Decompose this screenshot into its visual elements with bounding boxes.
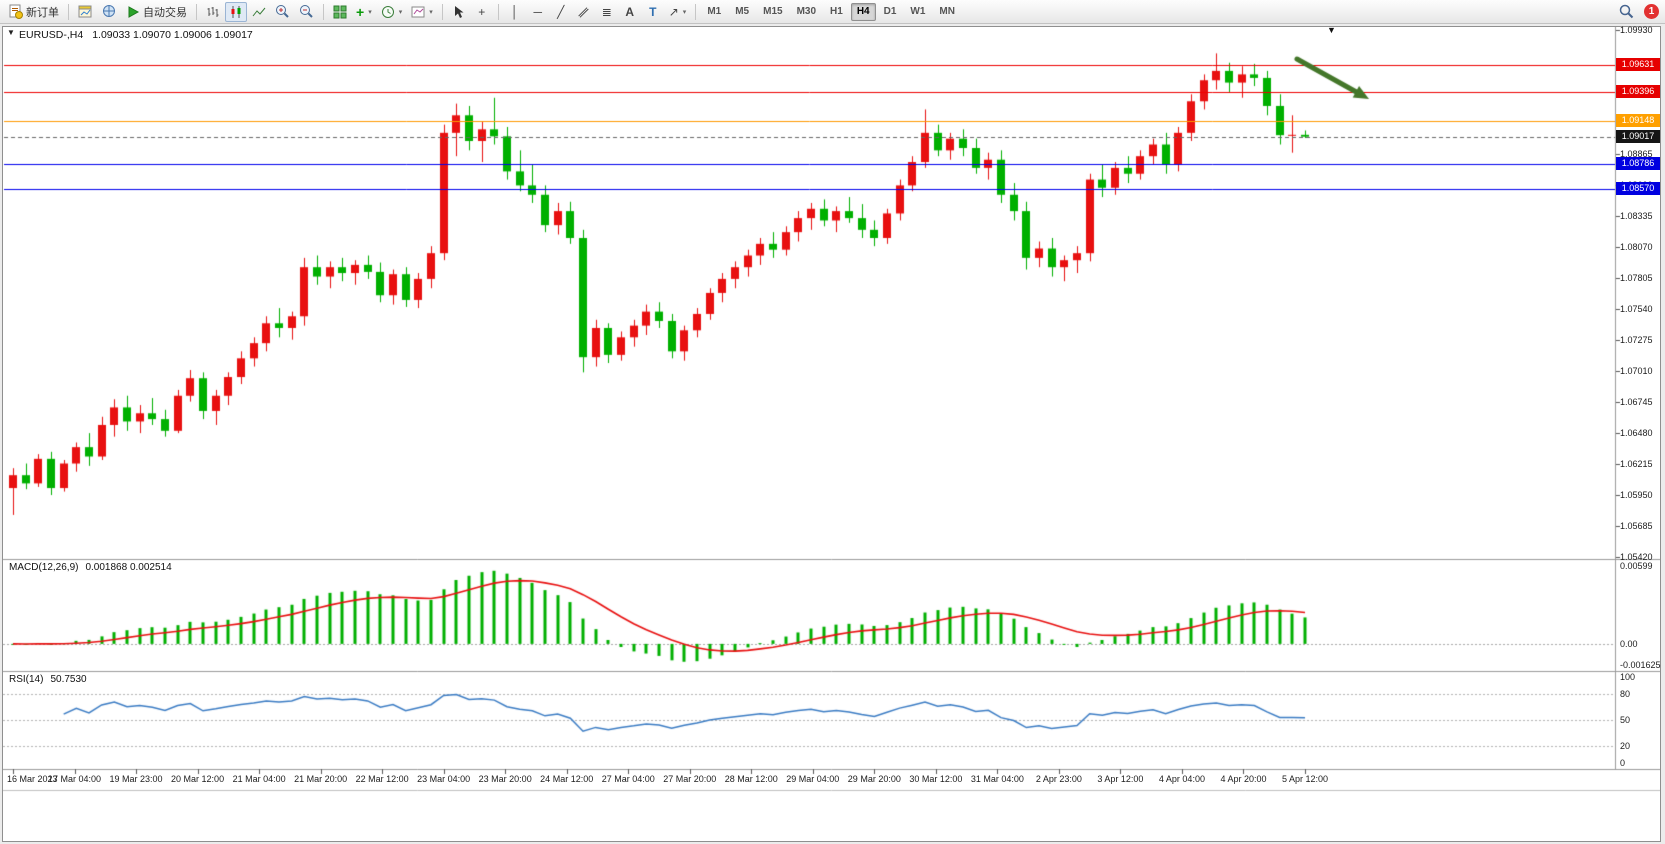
- horizontal-line-icon: ─: [533, 4, 542, 19]
- channel-icon: ∥: [576, 4, 591, 19]
- text-button[interactable]: A: [619, 2, 641, 22]
- periods-button[interactable]: ▾: [377, 2, 407, 22]
- autotrading-play-icon: [128, 5, 140, 18]
- chart-window: ▼ ▼ EURUSD-,H4 1.09033 1.09070 1.09006 1…: [2, 25, 1661, 842]
- indicators-icon: +: [356, 3, 365, 20]
- toolbar: 新订单 自动交易: [0, 0, 1665, 24]
- chevron-down-icon: ▾: [429, 8, 433, 16]
- zoom-out-icon: [300, 5, 313, 18]
- candlestick-chart-button[interactable]: [225, 1, 247, 22]
- fibonacci-button[interactable]: ≣: [596, 2, 618, 22]
- vertical-line-icon: │: [510, 4, 519, 19]
- timeframe-button-mn[interactable]: MN: [933, 3, 961, 21]
- line-chart-icon: [252, 7, 266, 16]
- toolbar-right-group: 1: [1615, 2, 1661, 22]
- horizontal-line-button[interactable]: ─: [527, 2, 549, 22]
- new-order-icon: [9, 4, 23, 19]
- equidistant-channel-button[interactable]: ∥: [573, 2, 595, 22]
- search-icon: [1619, 4, 1634, 19]
- timeframe-button-m5[interactable]: M5: [729, 3, 755, 21]
- toolbar-separator: [68, 3, 69, 20]
- autotrading-button[interactable]: 自动交易: [122, 2, 191, 22]
- vertical-line-button[interactable]: │: [504, 2, 526, 22]
- chart-ohlc-values: 1.09033 1.09070 1.09006 1.09017: [92, 29, 253, 41]
- timeframe-button-h4[interactable]: H4: [850, 2, 876, 21]
- fibonacci-icon: ≣: [601, 4, 612, 19]
- chevron-down-icon: ▾: [398, 8, 403, 16]
- cursor-icon: [455, 5, 464, 18]
- template-icon: [411, 6, 425, 17]
- timeframe-group: M1 M5 M15 M30 H1 H4 D1 W1 MN: [701, 2, 961, 21]
- timeframe-button-m15[interactable]: M15: [757, 3, 788, 21]
- rsi-name: RSI(14): [9, 674, 44, 685]
- chart-collapse-icon[interactable]: ▼: [7, 28, 15, 37]
- trendline-icon: ╱: [557, 4, 565, 19]
- bar-chart-button[interactable]: [202, 2, 224, 22]
- tile-windows-button[interactable]: [329, 2, 351, 22]
- toolbar-separator: [323, 3, 324, 20]
- toolbar-separator: [497, 3, 499, 20]
- text-label-button[interactable]: T: [642, 2, 664, 22]
- chart-symbol-label: EURUSD-,H4: [19, 29, 84, 41]
- profiles-button[interactable]: [98, 2, 121, 22]
- toolbar-separator: [196, 3, 197, 20]
- rsi-value: 50.7530: [50, 674, 87, 685]
- arrows-tool-icon: ↗: [668, 4, 679, 19]
- timeframe-button-d1[interactable]: D1: [878, 3, 903, 21]
- line-chart-button[interactable]: [248, 2, 270, 22]
- toolbar-separator: [441, 3, 443, 20]
- clock-icon: [381, 5, 394, 18]
- new-order-label: 新订单: [26, 6, 59, 19]
- notification-badge[interactable]: 1: [1644, 4, 1659, 19]
- trendline-button[interactable]: ╱: [550, 2, 572, 22]
- timeframe-button-m1[interactable]: M1: [701, 3, 727, 21]
- chart-title: EURUSD-,H4 1.09033 1.09070 1.09006 1.090…: [19, 29, 253, 41]
- chevron-down-icon: ▾: [368, 8, 372, 16]
- zoom-in-button[interactable]: [271, 2, 294, 22]
- macd-indicator-label: MACD(12,26,9) 0.001868 0.002514: [9, 562, 172, 573]
- timeframe-button-w1[interactable]: W1: [904, 3, 931, 21]
- chevron-down-icon: ▾: [682, 8, 687, 16]
- bar-chart-icon: [207, 6, 219, 17]
- crosshair-button[interactable]: +: [471, 2, 493, 22]
- macd-values: 0.001868 0.002514: [85, 562, 172, 573]
- toolbar-separator: [695, 3, 697, 20]
- zoom-out-button[interactable]: [295, 2, 318, 22]
- autotrading-label: 自动交易: [143, 6, 187, 19]
- tile-windows-icon: [333, 5, 347, 18]
- candlestick-chart-icon: [231, 5, 241, 18]
- text-tool-icon: A: [625, 4, 635, 19]
- search-button[interactable]: [1615, 2, 1638, 22]
- new-chart-icon: [78, 5, 92, 18]
- arrows-button[interactable]: ↗ ▾: [665, 2, 691, 22]
- crosshair-icon: +: [478, 4, 486, 19]
- new-chart-button[interactable]: [74, 2, 97, 22]
- chart-shift-marker-icon[interactable]: ▼: [1327, 25, 1336, 35]
- zoom-in-icon: [276, 5, 289, 18]
- cursor-button[interactable]: [448, 2, 470, 22]
- timeframe-button-h1[interactable]: H1: [824, 3, 849, 21]
- text-label-icon: T: [649, 4, 657, 19]
- price-chart-canvas[interactable]: [3, 27, 1660, 841]
- templates-button[interactable]: ▾: [407, 2, 437, 22]
- indicators-button[interactable]: + ▾: [352, 2, 376, 22]
- macd-name: MACD(12,26,9): [9, 562, 79, 573]
- rsi-indicator-label: RSI(14) 50.7530: [9, 674, 87, 685]
- profiles-icon: [103, 5, 115, 17]
- timeframe-button-m30[interactable]: M30: [791, 3, 822, 21]
- new-order-button[interactable]: 新订单: [4, 2, 63, 22]
